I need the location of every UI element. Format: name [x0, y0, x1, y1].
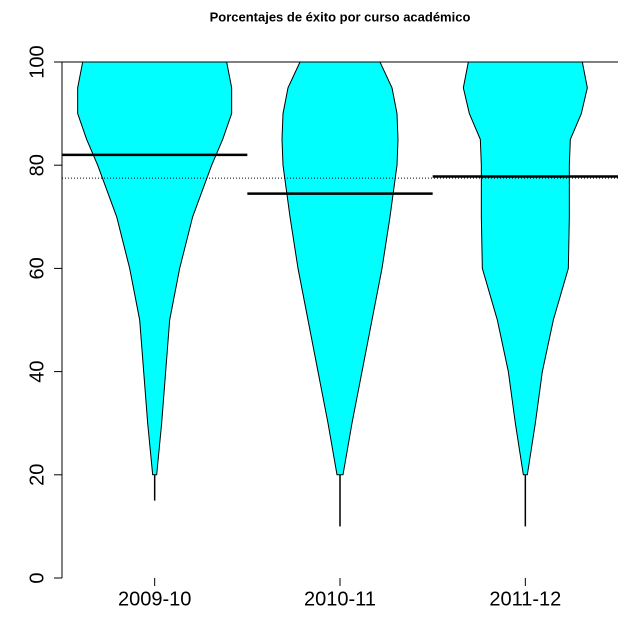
- y-tick-label: 40: [26, 360, 48, 382]
- y-tick-label: 60: [26, 257, 48, 279]
- x-tick-label: 2011-12: [489, 588, 561, 610]
- x-tick-label: 2009-10: [118, 588, 191, 610]
- y-tick-label: 100: [26, 45, 48, 78]
- x-tick-label: 2010-11: [304, 588, 376, 610]
- bean: [77, 61, 233, 476]
- y-tick-label: 20: [26, 464, 48, 486]
- bean: [281, 61, 399, 476]
- bean: [462, 61, 588, 476]
- chart-title: Porcentajes de éxito por curso académico: [210, 9, 471, 24]
- y-tick-label: 80: [26, 154, 48, 176]
- y-tick-label: 0: [26, 572, 48, 583]
